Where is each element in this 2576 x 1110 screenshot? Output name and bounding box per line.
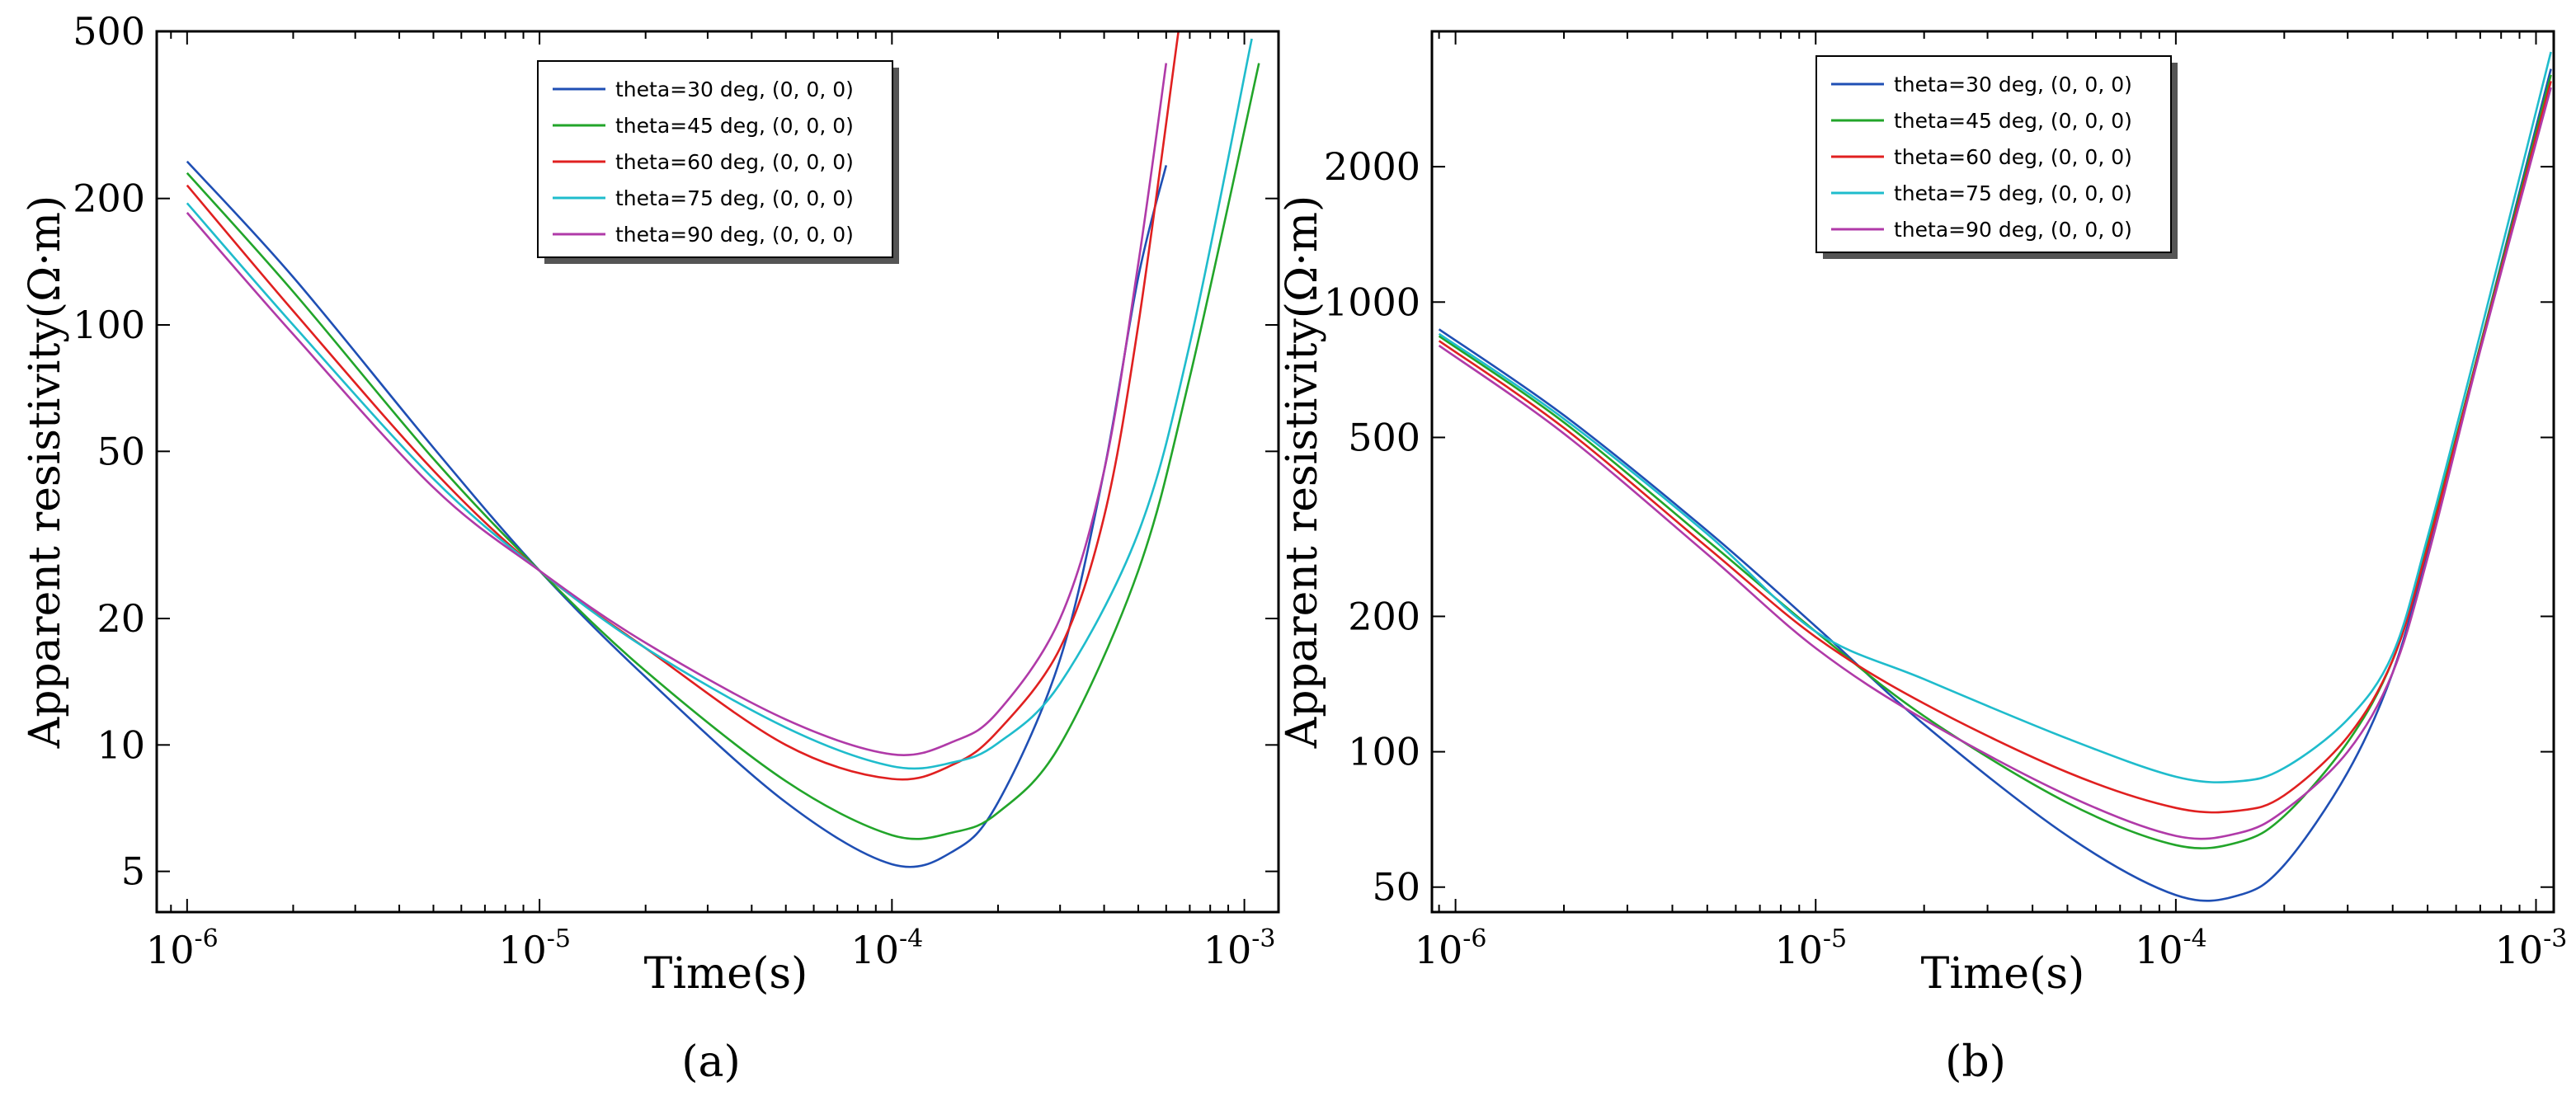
panel-b-y-tick-label: 100 [1348, 730, 1420, 774]
panel-a-y-tick-label: 100 [73, 303, 145, 347]
panel-b-series-line-3 [1438, 81, 2552, 814]
panel-a: 10-6 10-5 10-4 10-3 500 200 100 50 20 10 5 Time(s… [21, 9, 1280, 1087]
panel-b-y-tick-label: 50 [1372, 865, 1420, 910]
panel-a-caption: (a) [681, 1037, 741, 1087]
panel-b-legend-label: theta=75 deg, (0, 0, 0) [1894, 181, 2132, 205]
panel-a-y-tick-label: 5 [121, 849, 145, 894]
panel-b-x-tick-label: 10-3 [2495, 924, 2568, 972]
panel-a-legend: theta=30 deg, (0, 0, 0) theta=45 deg, (0,… [537, 60, 899, 264]
panel-a-y-tick-label: 200 [73, 176, 145, 221]
panel-b-y-axis-title: Apparent resistivity(Ω·m) [1278, 195, 1327, 750]
panel-b-y-tick-label: 500 [1348, 415, 1420, 459]
panel-a-curves [186, 31, 1260, 868]
panel-a-series-line-1 [186, 160, 1168, 868]
panel-a-x-tick-label: 10-4 [850, 924, 923, 972]
panel-a-y-ticks: 500 200 100 50 20 10 5 [73, 9, 1279, 894]
panel-b: 10-6 10-5 10-4 10-3 2000 1000 500 200 100 50 Tim… [1278, 30, 2568, 1087]
panel-b-x-ticks: 10-6 10-5 10-4 10-3 [1415, 31, 2568, 972]
panel-a-series-line-4 [186, 38, 1253, 770]
panel-a-legend-label: theta=90 deg, (0, 0, 0) [615, 223, 854, 247]
panel-a-x-tick-label: 10-5 [498, 924, 571, 972]
panel-b-y-tick-label: 1000 [1324, 280, 1420, 324]
panel-b-legend-label: theta=90 deg, (0, 0, 0) [1894, 218, 2132, 242]
panel-a-legend-label: theta=30 deg, (0, 0, 0) [615, 78, 854, 101]
panel-b-caption: (b) [1945, 1037, 2006, 1087]
panel-a-x-ticks: 10-6 10-5 10-4 10-3 [146, 31, 1276, 972]
panel-b-legend-label: theta=45 deg, (0, 0, 0) [1894, 109, 2132, 133]
panel-b-legend-label: theta=60 deg, (0, 0, 0) [1894, 145, 2132, 169]
panel-b-series-line-4 [1438, 51, 2552, 783]
panel-b-y-tick-label: 2000 [1324, 144, 1420, 189]
panel-a-series-line-2 [186, 63, 1260, 840]
panel-b-legend: theta=30 deg, (0, 0, 0) theta=45 deg, (0,… [1815, 55, 2178, 259]
panel-b-x-axis-title: Time(s) [1921, 949, 2085, 999]
panel-a-y-axis-title: Apparent resistivity(Ω·m) [21, 195, 70, 750]
panel-a-x-tick-label: 10-6 [146, 924, 219, 972]
panel-a-y-tick-label: 500 [73, 9, 145, 54]
panel-a-y-tick-label: 10 [97, 722, 145, 767]
panel-a-x-tick-label: 10-3 [1203, 924, 1276, 972]
panel-a-y-tick-label: 50 [97, 429, 145, 473]
panel-b-frame [1430, 30, 2555, 914]
panel-b-legend-label: theta=30 deg, (0, 0, 0) [1894, 73, 2132, 96]
panel-a-legend-box [537, 60, 893, 258]
panel-b-curves [1438, 51, 2552, 902]
panel-a-legend-label: theta=75 deg, (0, 0, 0) [615, 186, 854, 210]
panel-a-x-axis-title: Time(s) [644, 949, 808, 999]
panel-a-legend-label: theta=60 deg, (0, 0, 0) [615, 150, 854, 174]
panel-a-series-line-5 [186, 63, 1168, 756]
panel-b-legend-box [1815, 55, 2172, 253]
panel-b-y-ticks: 2000 1000 500 200 100 50 [1324, 144, 2554, 910]
panel-b-x-tick-label: 10-5 [1774, 924, 1847, 972]
panel-b-y-tick-label: 200 [1348, 594, 1420, 638]
panel-a-frame [155, 30, 1280, 914]
panel-a-y-tick-label: 20 [97, 596, 145, 641]
panel-b-series-line-5 [1438, 87, 2552, 840]
panel-b-x-tick-label: 10-6 [1415, 924, 1487, 972]
panel-a-series-line-3 [186, 31, 1180, 781]
panel-b-x-tick-label: 10-4 [2135, 924, 2207, 972]
panel-a-legend-label: theta=45 deg, (0, 0, 0) [615, 114, 854, 138]
